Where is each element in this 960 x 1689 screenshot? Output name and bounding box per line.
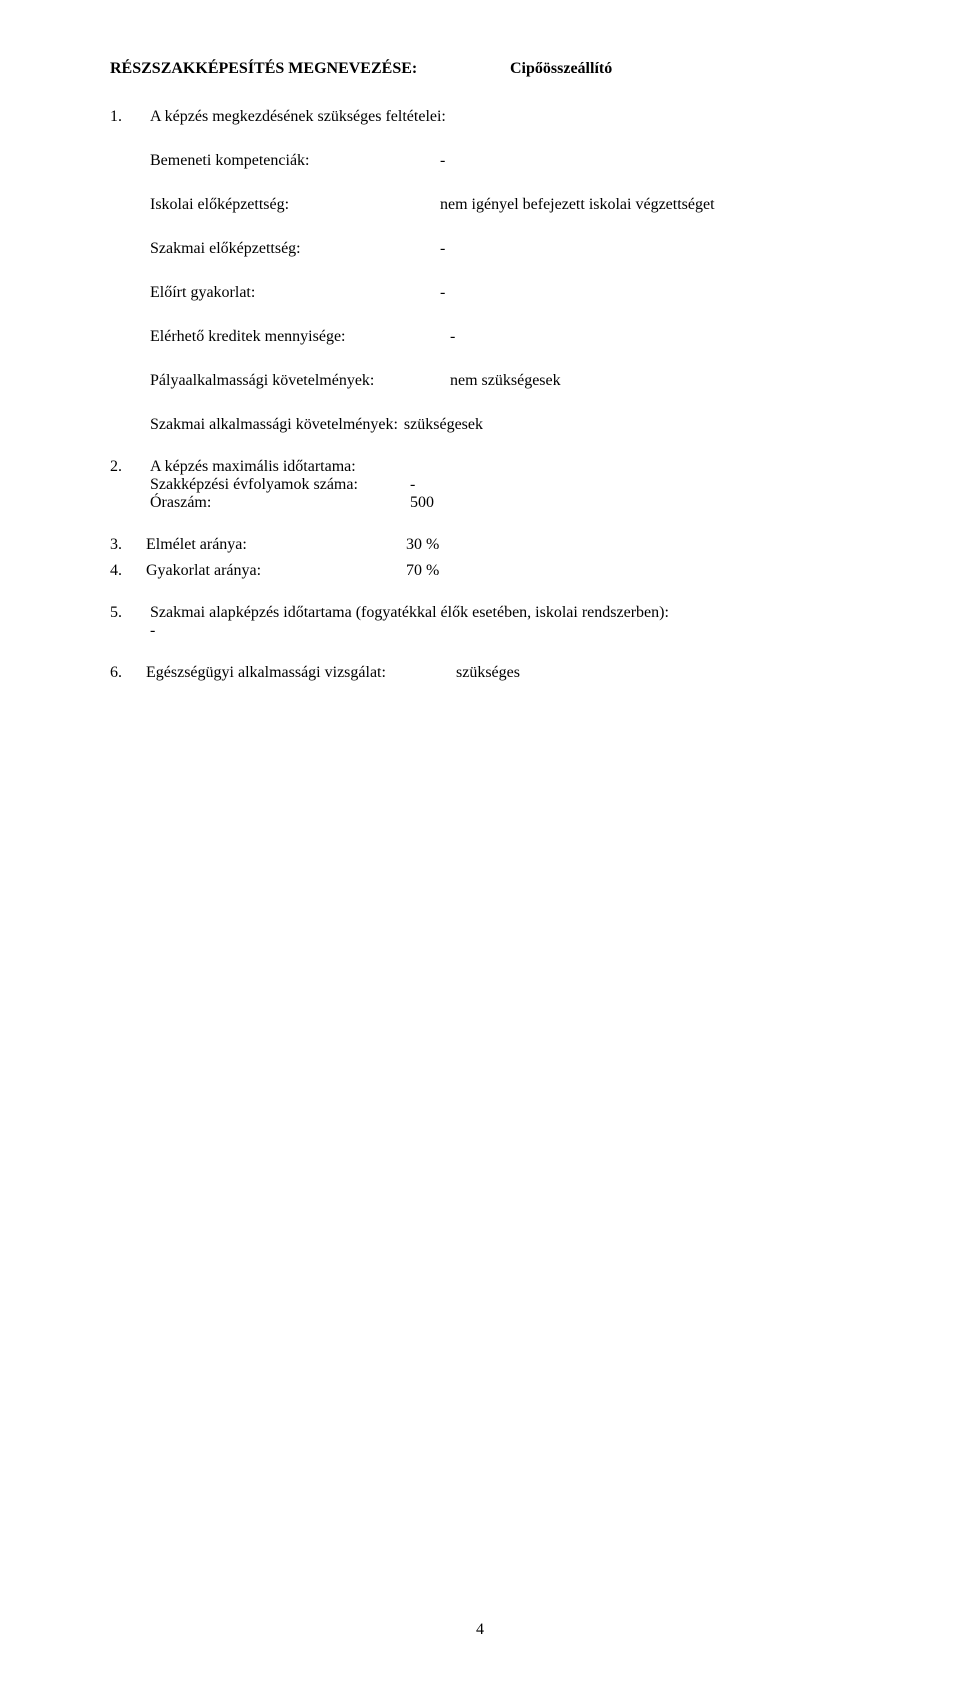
row-evfolyamok-value: - [410,476,415,494]
item-2-number: 2. [110,458,146,476]
item-2-title: A képzés maximális időtartama: [150,458,830,476]
item-6-number: 6. [110,664,146,682]
item-1: 1. A képzés megkezdésének szükséges felt… [110,108,850,434]
item-1-content: A képzés megkezdésének szükséges feltéte… [150,108,830,434]
field-szakmai-elo: Szakmai előképzettség: - [150,240,830,258]
item-2-content: A képzés maximális időtartama: Szakképzé… [150,458,830,512]
field-iskolai: Iskolai előképzettség: nem igényel befej… [150,196,830,214]
heading-row: RÉSZSZAKKÉPESÍTÉS MEGNEVEZÉSE: Cipőössze… [110,60,850,78]
item-6: 6. Egészségügyi alkalmassági vizsgálat: … [110,664,850,682]
field-szakmai-alk-label: Szakmai alkalmassági követelmények: [150,416,404,434]
heading-label: RÉSZSZAKKÉPESÍTÉS MEGNEVEZÉSE: [110,60,510,78]
field-bemeneti-value: - [440,152,830,170]
field-elerheto-value: - [450,328,830,346]
field-eloirt-label: Előírt gyakorlat: [150,284,440,302]
item-5: 5. Szakmai alapképzés időtartama (fogyat… [110,604,850,640]
item-5-text: Szakmai alapképzés időtartama (fogyatékk… [150,604,830,622]
item-6-label: Egészségügyi alkalmassági vizsgálat: [146,664,456,682]
item-6-value: szükséges [456,664,520,682]
item-4-value: 70 % [406,562,439,580]
item-5-number: 5. [110,604,146,622]
item-2: 2. A képzés maximális időtartama: Szakké… [110,458,850,512]
field-iskolai-label: Iskolai előképzettség: [150,196,440,214]
row-oraszam: Óraszám: 500 [150,494,830,512]
row-oraszam-value: 500 [410,494,434,512]
heading-value: Cipőösszeállító [510,60,612,78]
page-number: 4 [476,1621,484,1639]
field-iskolai-value: nem igényel befejezett iskolai végzettsé… [440,196,830,214]
item-3: 3. Elmélet aránya: 30 % [110,536,850,554]
field-elerheto-label: Elérhető kreditek mennyisége: [150,328,450,346]
field-eloirt-value: - [440,284,830,302]
item-1-title: A képzés megkezdésének szükséges feltéte… [150,108,830,126]
field-szakmai-alk: Szakmai alkalmassági követelmények: szük… [150,416,830,434]
field-szakmai-elo-label: Szakmai előképzettség: [150,240,440,258]
item-3-number: 3. [110,536,146,554]
field-palya-label: Pályaalkalmassági követelmények: [150,372,450,390]
field-eloirt: Előírt gyakorlat: - [150,284,830,302]
row-oraszam-label: Óraszám: [150,494,410,512]
field-bemeneti-label: Bemeneti kompetenciák: [150,152,440,170]
item-3-label: Elmélet aránya: [146,536,406,554]
row-evfolyamok-label: Szakképzési évfolyamok száma: [150,476,410,494]
item-4-number: 4. [110,562,146,580]
item-5-content: Szakmai alapképzés időtartama (fogyatékk… [150,604,830,640]
item-4-label: Gyakorlat aránya: [146,562,406,580]
item-1-number: 1. [110,108,146,126]
item-3-value: 30 % [406,536,439,554]
row-evfolyamok: Szakképzési évfolyamok száma: - [150,476,830,494]
field-szakmai-alk-value: szükségesek [404,416,483,434]
field-palya: Pályaalkalmassági követelmények: nem szü… [150,372,830,390]
field-palya-value: nem szükségesek [450,372,830,390]
item-4: 4. Gyakorlat aránya: 70 % [110,562,850,580]
item-5-value: - [150,622,830,640]
field-elerheto: Elérhető kreditek mennyisége: - [150,328,830,346]
field-bemeneti: Bemeneti kompetenciák: - [150,152,830,170]
field-szakmai-elo-value: - [440,240,830,258]
